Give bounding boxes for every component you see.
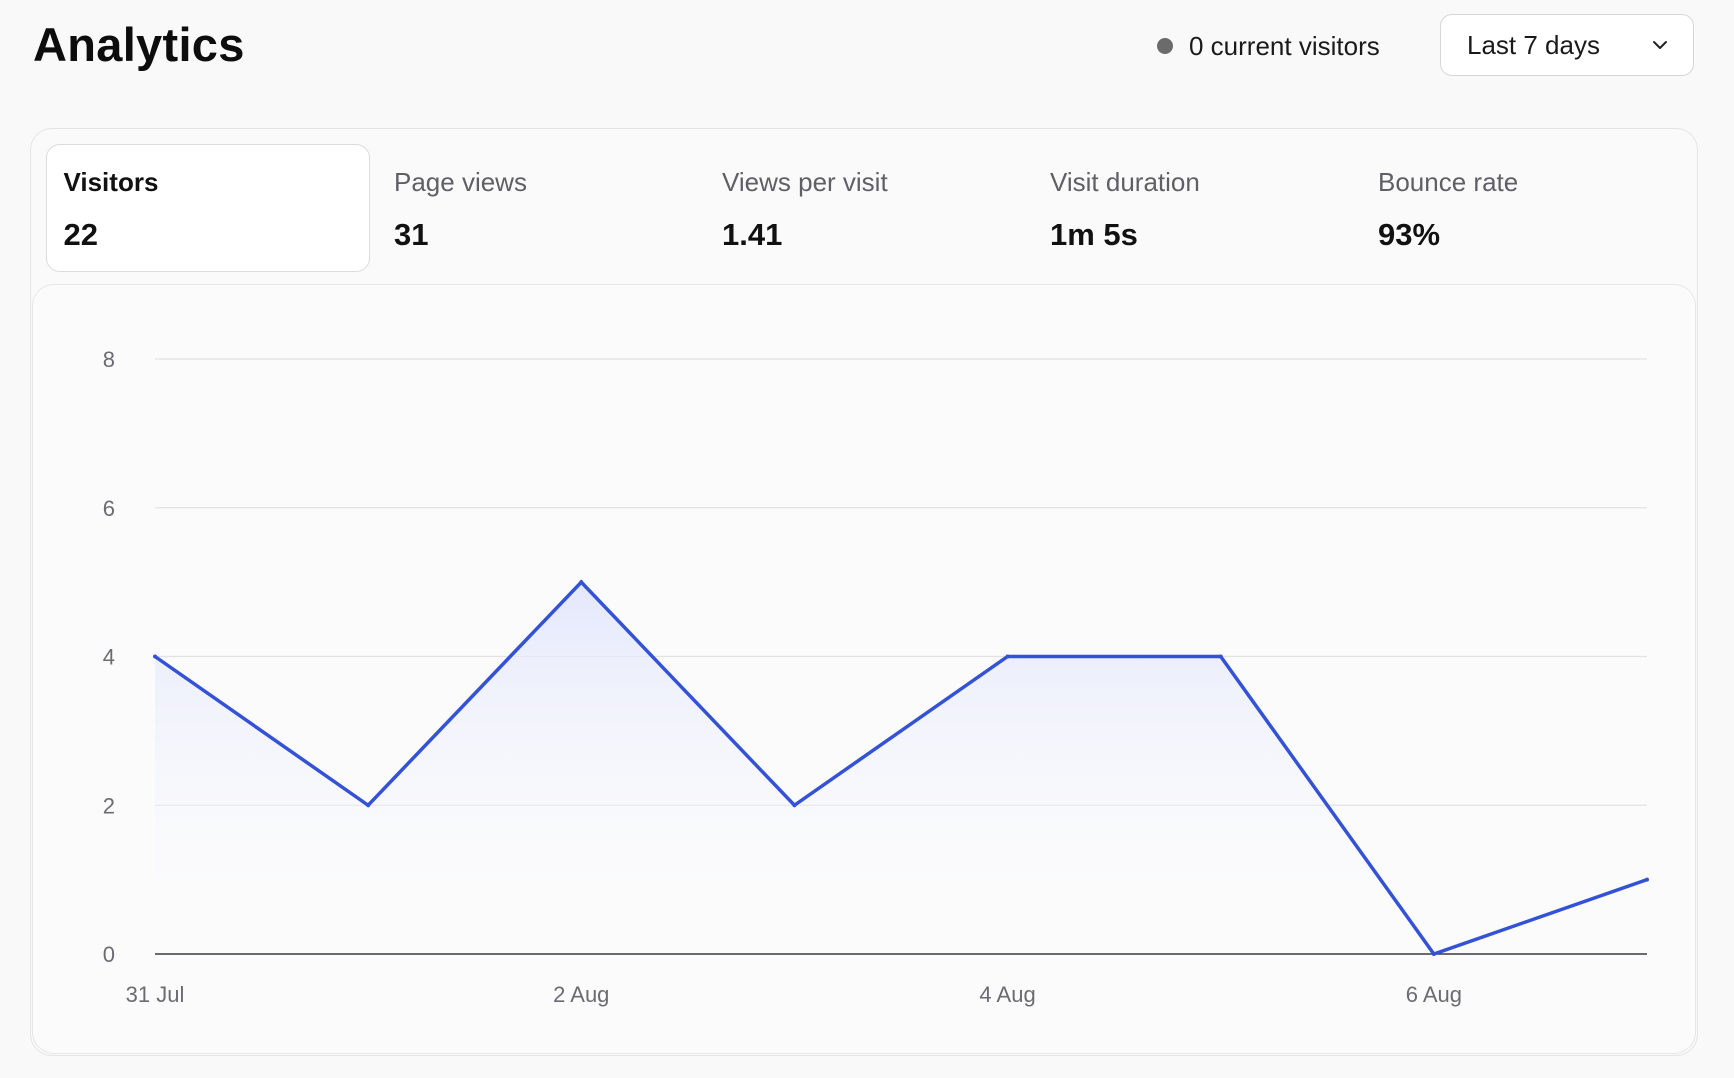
- date-range-label: Last 7 days: [1467, 29, 1600, 60]
- metric-label: Bounce rate: [1378, 167, 1519, 197]
- data-point: [1431, 952, 1436, 956]
- x-tick-label: 6 Aug: [1406, 982, 1462, 1007]
- y-tick-label: 4: [103, 645, 115, 670]
- current-visitors-status: 0 current visitors: [1157, 24, 1380, 68]
- data-point: [1645, 877, 1649, 882]
- chart-axis-labels: 0 2 4 6 8 31 Jul 2 Aug 4 Aug 6 Aug: [103, 347, 1462, 1007]
- page-title: Analytics: [33, 18, 245, 71]
- data-point: [153, 654, 157, 659]
- data-point: [579, 580, 584, 585]
- metric-value: 22: [63, 216, 98, 252]
- current-visitors-label: 0 current visitors: [1189, 30, 1380, 61]
- data-point: [366, 803, 371, 808]
- metric-tab-visit-duration[interactable]: Visit duration 1m 5s: [1032, 144, 1356, 272]
- y-tick-label: 0: [103, 942, 115, 967]
- x-tick-label: 31 Jul: [126, 982, 185, 1007]
- series-line: [153, 579, 1648, 957]
- visitors-area-chart: 0 2 4 6 8 31 Jul 2 Aug 4 Aug 6 Aug: [103, 347, 1649, 1007]
- status-dot-icon: [1157, 38, 1173, 54]
- y-tick-label: 6: [103, 496, 115, 521]
- chart-panel: 0 2 4 6 8 31 Jul 2 Aug 4 Aug 6 Aug: [32, 284, 1696, 1054]
- chevron-down-icon: [1653, 41, 1667, 49]
- metric-label: Visit duration: [1050, 167, 1200, 197]
- metric-value: 1.41: [722, 217, 783, 252]
- y-tick-label: 8: [103, 347, 115, 372]
- x-tick-label: 2 Aug: [553, 982, 609, 1007]
- y-tick-label: 2: [103, 793, 115, 818]
- metric-label: Visitors: [63, 166, 159, 197]
- metric-value: 1m 5s: [1050, 217, 1138, 252]
- chart-area-layer: [153, 579, 1649, 957]
- metric-value: 31: [394, 217, 429, 252]
- series-area-fill: [155, 582, 1647, 954]
- date-range-select[interactable]: Last 7 days: [1440, 14, 1694, 76]
- data-point: [1218, 654, 1223, 659]
- metric-label: Page views: [394, 167, 527, 197]
- metric-tab-views-per-visit[interactable]: Views per visit 1.41: [704, 144, 1028, 272]
- metric-tab-page-views[interactable]: Page views 31: [376, 144, 700, 272]
- data-point: [1005, 654, 1010, 659]
- metric-value: 93%: [1378, 217, 1441, 252]
- metric-label: Views per visit: [722, 167, 888, 197]
- data-point: [792, 803, 797, 808]
- x-tick-label: 4 Aug: [979, 982, 1035, 1007]
- metric-tab-visitors[interactable]: Visitors 22: [46, 144, 370, 272]
- metric-tab-bounce-rate[interactable]: Bounce rate 93%: [1360, 144, 1684, 272]
